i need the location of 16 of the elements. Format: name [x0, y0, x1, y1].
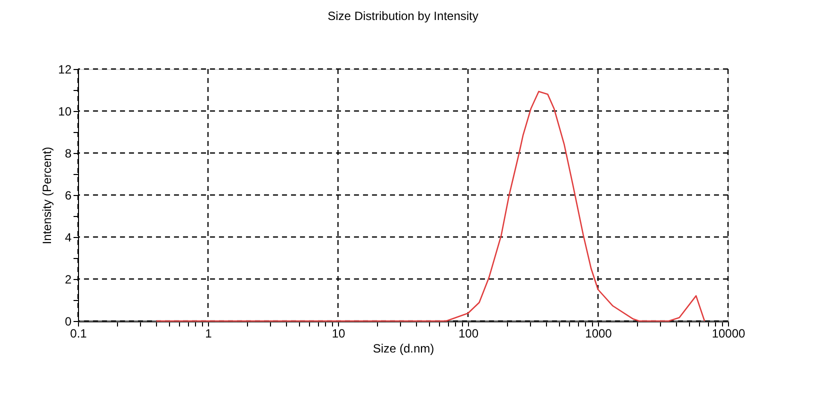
x-tick-label: 0.1	[70, 326, 88, 340]
y-tick-label: 10	[58, 104, 72, 118]
x-tick-label: 1000	[585, 326, 612, 340]
y-axis-title: Intensity (Percent)	[40, 146, 54, 244]
y-tick-label: 0	[64, 314, 72, 328]
x-tick-label: 10	[332, 326, 346, 340]
x-axis-title: Size (d.nm)	[372, 342, 434, 356]
x-tick-label: 10000	[712, 326, 746, 340]
y-tick-label: 2	[64, 272, 72, 286]
y-tick-label: 8	[64, 146, 72, 160]
y-tick-label: 6	[64, 188, 72, 202]
x-tick-label: 100	[458, 326, 479, 340]
y-tick-label: 4	[64, 230, 72, 244]
x-tick-label: 1	[205, 326, 212, 340]
y-tick-label: 12	[58, 62, 72, 76]
chart-title: Size Distribution by Intensity	[328, 9, 478, 23]
